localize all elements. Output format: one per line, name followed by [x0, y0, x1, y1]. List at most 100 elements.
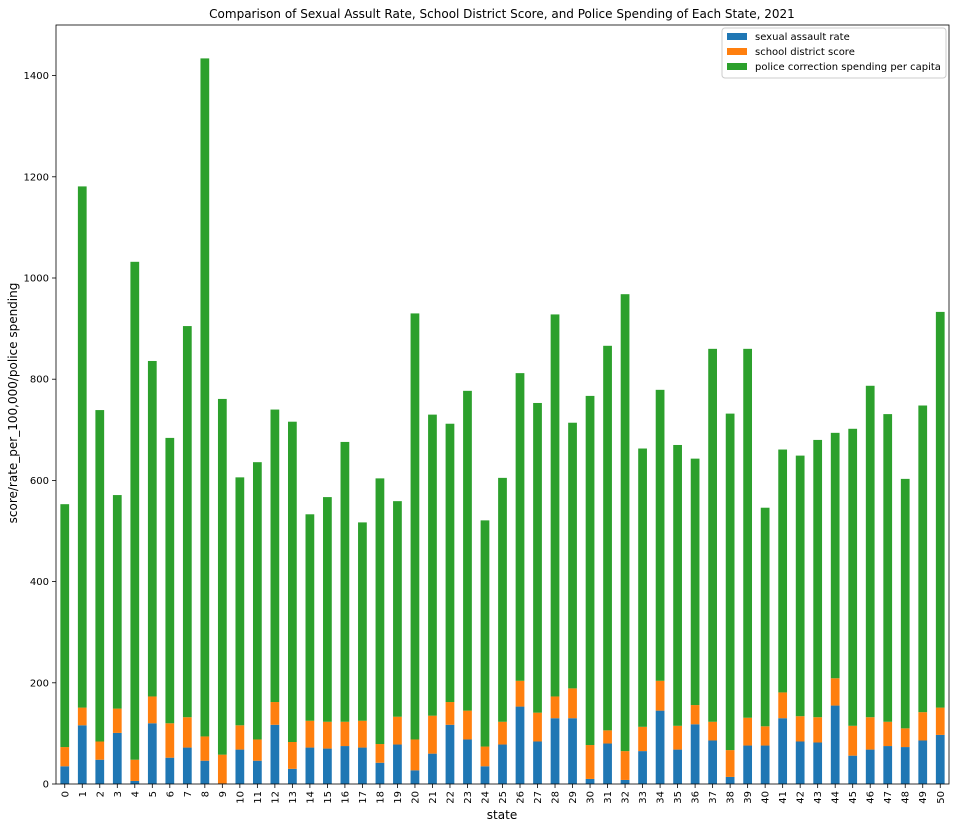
bar-school-district-score-50	[935, 707, 945, 735]
x-tick-label: 33	[638, 791, 649, 804]
bar-school-district-score-3	[112, 708, 122, 733]
x-tick-label: 20	[410, 791, 421, 804]
bar-police-correction-spending-per-capita-36	[690, 458, 700, 706]
x-tick-label: 49	[918, 791, 929, 804]
bar-school-district-score-28	[550, 696, 560, 719]
bar-sexual-assault-rate-10	[235, 749, 245, 784]
x-tick-label: 5	[148, 791, 159, 797]
bar-school-district-score-9	[217, 754, 227, 784]
bar-police-correction-spending-per-capita-11	[252, 462, 262, 740]
bar-sexual-assault-rate-31	[603, 743, 612, 784]
bar-police-correction-spending-per-capita-27	[533, 402, 542, 713]
x-tick-label: 36	[691, 791, 702, 804]
bar-school-district-score-19	[393, 716, 402, 745]
bar-school-district-score-32	[620, 751, 630, 780]
legend-box	[721, 27, 947, 79]
bar-police-correction-spending-per-capita-48	[900, 478, 910, 729]
x-tick-label: 44	[831, 791, 842, 804]
x-tick-label: 46	[866, 791, 877, 804]
bar-police-correction-spending-per-capita-15	[323, 497, 332, 722]
y-tick-label: 1200	[24, 172, 49, 183]
x-tick-label: 4	[130, 791, 141, 797]
bar-police-correction-spending-per-capita-33	[638, 448, 647, 727]
bar-sexual-assault-rate-25	[498, 744, 507, 784]
y-tick-label: 200	[30, 678, 49, 689]
bar-police-correction-spending-per-capita-47	[883, 414, 893, 722]
bar-police-correction-spending-per-capita-31	[603, 345, 612, 731]
bar-sexual-assault-rate-6	[165, 757, 175, 784]
bar-school-district-score-13	[288, 742, 297, 769]
x-axis-label: state	[487, 808, 517, 822]
x-tick-label: 27	[533, 791, 544, 804]
bar-police-correction-spending-per-capita-19	[393, 501, 402, 717]
bar-sexual-assault-rate-15	[323, 748, 332, 784]
x-tick-label: 38	[726, 791, 737, 804]
bar-sexual-assault-rate-42	[795, 741, 805, 784]
bar-sexual-assault-rate-48	[900, 747, 910, 784]
bar-school-district-score-42	[795, 716, 805, 742]
bar-sexual-assault-rate-17	[358, 747, 367, 784]
bar-sexual-assault-rate-27	[533, 741, 542, 784]
bar-police-correction-spending-per-capita-23	[463, 390, 472, 711]
bar-police-correction-spending-per-capita-39	[743, 348, 753, 718]
bar-sexual-assault-rate-23	[463, 739, 472, 784]
bar-police-correction-spending-per-capita-17	[358, 522, 367, 721]
legend-swatch-sexual-assault-rate	[727, 33, 747, 40]
x-tick-label: 45	[848, 791, 859, 804]
bar-school-district-score-33	[638, 726, 647, 752]
x-tick-label: 8	[200, 791, 211, 797]
bar-police-correction-spending-per-capita-46	[865, 385, 875, 718]
x-tick-label: 32	[621, 791, 632, 804]
bar-sexual-assault-rate-32	[620, 779, 630, 784]
bar-police-correction-spending-per-capita-3	[112, 495, 122, 709]
x-tick-label: 21	[428, 791, 439, 804]
bar-police-correction-spending-per-capita-40	[760, 507, 770, 727]
bar-sexual-assault-rate-30	[585, 778, 595, 784]
bar-police-correction-spending-per-capita-35	[673, 444, 682, 726]
bar-police-correction-spending-per-capita-4	[130, 261, 140, 760]
plot-area	[60, 58, 945, 784]
bar-sexual-assault-rate-5	[147, 723, 157, 784]
x-tick-label: 50	[936, 791, 947, 804]
x-tick-label: 26	[516, 791, 527, 804]
y-axis: 0 200 400 600 800 1000 1200 1400	[24, 71, 56, 791]
x-tick-label: 6	[165, 791, 176, 797]
bar-police-correction-spending-per-capita-14	[305, 514, 315, 721]
bar-sexual-assault-rate-21	[428, 753, 437, 784]
bar-sexual-assault-rate-26	[515, 706, 525, 784]
bar-police-correction-spending-per-capita-20	[410, 313, 420, 740]
bar-school-district-score-5	[147, 696, 157, 724]
bar-police-correction-spending-per-capita-29	[568, 422, 577, 689]
bar-police-correction-spending-per-capita-16	[340, 441, 350, 722]
x-tick-label: 25	[498, 791, 509, 804]
bar-sexual-assault-rate-22	[445, 724, 455, 784]
bar-sexual-assault-rate-35	[673, 749, 682, 784]
bar-school-district-score-46	[865, 717, 875, 750]
x-tick-label: 22	[445, 791, 456, 804]
bar-sexual-assault-rate-44	[830, 705, 840, 784]
bar-police-correction-spending-per-capita-7	[182, 326, 192, 718]
bar-sexual-assault-rate-13	[288, 768, 297, 784]
x-tick-label: 39	[743, 791, 754, 804]
bar-sexual-assault-rate-19	[393, 744, 402, 784]
bar-sexual-assault-rate-43	[813, 742, 823, 784]
x-tick-label: 41	[778, 791, 789, 804]
bar-police-correction-spending-per-capita-21	[428, 414, 437, 716]
bar-school-district-score-41	[778, 692, 788, 719]
bar-school-district-score-1	[77, 707, 87, 726]
bar-police-correction-spending-per-capita-25	[498, 477, 507, 722]
bar-school-district-score-25	[498, 721, 507, 745]
bar-school-district-score-21	[428, 715, 437, 754]
bar-police-correction-spending-per-capita-24	[480, 520, 490, 747]
y-tick-label: 600	[30, 476, 49, 487]
bar-police-correction-spending-per-capita-42	[795, 455, 805, 717]
bar-police-correction-spending-per-capita-18	[375, 478, 385, 745]
bar-school-district-score-47	[883, 721, 893, 747]
bar-sexual-assault-rate-40	[760, 745, 770, 784]
x-tick-label: 24	[480, 791, 491, 804]
y-tick-label: 0	[43, 780, 49, 791]
bar-school-district-score-31	[603, 730, 612, 744]
bar-school-district-score-36	[690, 705, 700, 725]
bar-school-district-score-48	[900, 728, 910, 748]
y-tick-label: 800	[30, 375, 49, 386]
